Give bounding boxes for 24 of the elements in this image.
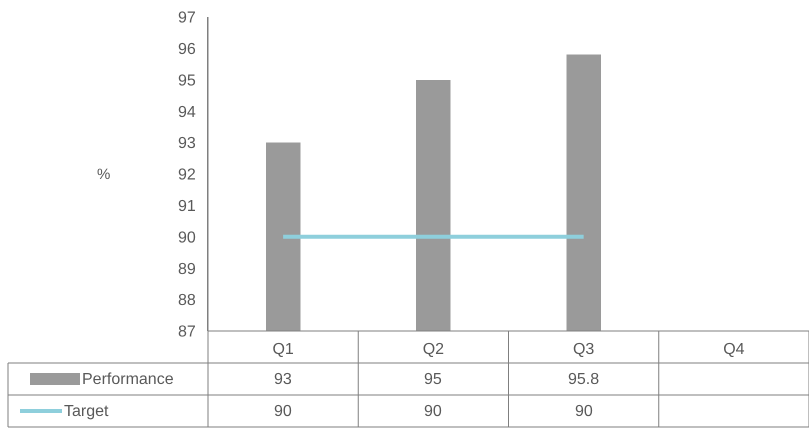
data-label: 90 bbox=[274, 403, 292, 420]
x-tick-label: Q1 bbox=[272, 341, 294, 358]
x-tick-label: Q4 bbox=[723, 341, 745, 358]
y-tick-label: 93 bbox=[178, 135, 196, 152]
x-tick-label: Q2 bbox=[422, 341, 444, 358]
data-label: 95.8 bbox=[568, 371, 600, 388]
y-axis-title: % bbox=[97, 166, 110, 183]
y-tick-label: 95 bbox=[178, 72, 196, 90]
y-tick-label: 92 bbox=[178, 166, 196, 184]
x-tick-label: Q3 bbox=[572, 341, 594, 358]
data-label: 90 bbox=[424, 403, 442, 420]
y-tick-label: 88 bbox=[178, 292, 196, 310]
legend-label: Performance bbox=[82, 371, 174, 388]
y-tick-label: 90 bbox=[178, 229, 196, 246]
legend-label: Target bbox=[64, 403, 110, 420]
y-tick-label: 89 bbox=[178, 260, 196, 278]
y-tick-label: 91 bbox=[178, 198, 196, 215]
y-tick-label: 97 bbox=[178, 10, 196, 27]
y-tick-label: 87 bbox=[178, 324, 196, 341]
y-tick-label: 94 bbox=[178, 104, 196, 121]
data-label: 95 bbox=[424, 371, 442, 388]
data-label: 90 bbox=[575, 403, 593, 420]
data-label: 93 bbox=[274, 371, 292, 388]
y-tick-label: 96 bbox=[178, 41, 196, 58]
